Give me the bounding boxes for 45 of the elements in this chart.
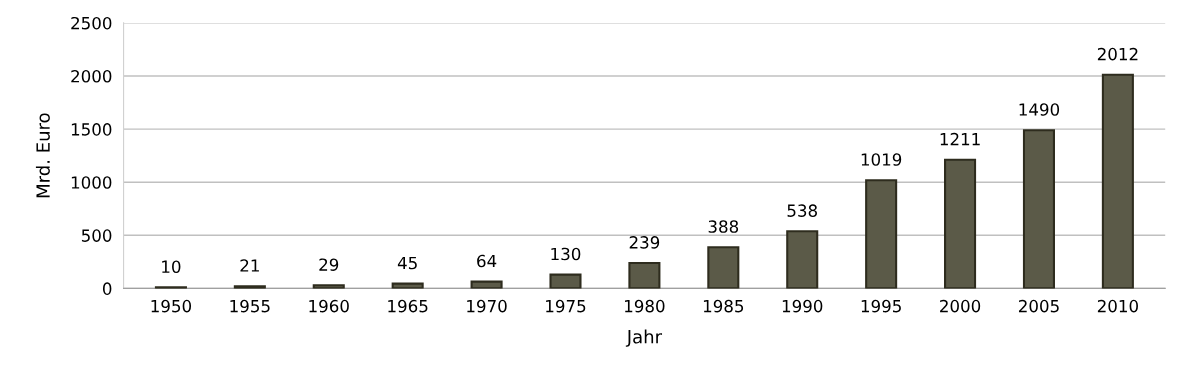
x-tick-label: 1990: [782, 299, 823, 313]
x-tick-label: 1955: [230, 299, 270, 313]
data-label: 1019: [861, 153, 902, 166]
bar: [549, 273, 582, 289]
x-tick-label: 2000: [940, 299, 981, 313]
y-tick-label: 500: [81, 229, 112, 242]
bar: [312, 284, 345, 289]
data-label: 2012: [1097, 47, 1138, 61]
x-tick-label: 1960: [309, 299, 349, 313]
bar: [470, 280, 503, 289]
data-label: 10: [162, 260, 181, 274]
bar: [707, 246, 740, 289]
bar: [628, 261, 661, 289]
x-tick-label: 1970: [467, 299, 507, 313]
y-tick-label: 2500: [71, 16, 112, 30]
data-label: 1211: [940, 132, 980, 146]
y-tick-label: 1500: [71, 123, 112, 136]
y-tick-label: 0: [102, 282, 112, 295]
bar: [786, 230, 819, 289]
data-label: 45: [397, 256, 417, 270]
x-tick-label: 1950: [151, 299, 192, 313]
data-label: 21: [240, 259, 259, 272]
bar: [233, 285, 266, 289]
y-axis-title: Mrd. Euro: [35, 113, 50, 198]
bar: [1101, 73, 1134, 289]
data-label: 388: [708, 220, 739, 233]
x-axis-title: Jahr: [625, 329, 663, 347]
y-tick-label: 2000: [71, 69, 112, 83]
x-tick-label: 1975: [546, 299, 586, 313]
data-label: 538: [787, 204, 817, 217]
data-label: 64: [477, 254, 497, 268]
bar: [865, 179, 898, 289]
data-label: 29: [319, 258, 339, 271]
y-tick-label: 1000: [71, 176, 112, 189]
x-tick-label: 1985: [703, 299, 744, 313]
x-tick-label: 1965: [388, 299, 428, 313]
bar: [1022, 129, 1055, 289]
x-tick-label: 1995: [861, 299, 901, 313]
x-tick-label: 2005: [1018, 299, 1059, 313]
bar: [944, 158, 977, 289]
data-label: 130: [551, 247, 581, 261]
data-label: 1490: [1019, 103, 1060, 116]
data-label: 239: [629, 236, 660, 249]
x-tick-label: 2010: [1097, 299, 1138, 313]
x-tick-label: 1980: [625, 299, 665, 313]
